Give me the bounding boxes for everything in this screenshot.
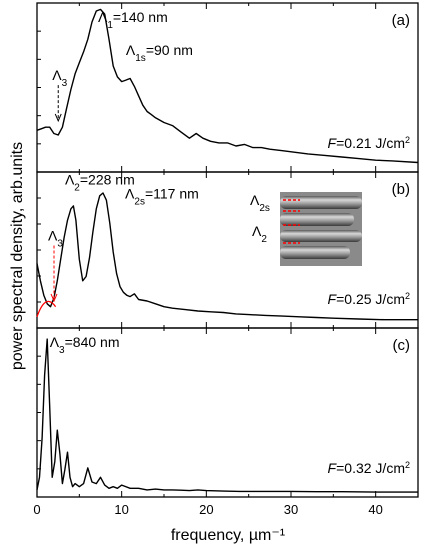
x-tick-label: 10 — [114, 502, 128, 517]
fluence-label: F=0.32 J/cm2 — [328, 460, 410, 476]
fluence-label: F=0.25 J/cm2 — [328, 291, 410, 307]
red-envelope — [36, 300, 57, 318]
spectrum-line — [36, 192, 418, 321]
peak-annotation: Λ2s=117 nm — [125, 186, 199, 208]
inset-label: Λ2 — [252, 223, 267, 245]
spectrum-line — [36, 8, 419, 164]
peak-annotation: Λ1=140 nm — [98, 9, 168, 31]
x-tick-label: 40 — [368, 502, 382, 517]
peak-annotation: Λ3 — [52, 67, 67, 89]
arrow-head — [54, 113, 62, 123]
panel-label: (b) — [392, 181, 410, 198]
inset-label: Λ2s — [250, 192, 270, 214]
peak-annotation: Λ2=228 nm — [65, 171, 135, 193]
x-tick-label: 30 — [284, 502, 298, 517]
peak-annotation: Λ3=840 nm — [50, 334, 120, 356]
y-axis-label: power spectral density, arb.units — [9, 142, 26, 370]
panel-label: (c) — [393, 337, 411, 354]
peak-annotation: Λ1s=90 nm — [126, 42, 193, 64]
x-tick-label: 20 — [199, 502, 213, 517]
panel-c: (c) F=0.32 J/cm2 Λ3=840 nm 0 10 20 30 40 — [33, 327, 419, 517]
fluence-label: F=0.21 J/cm2 — [328, 135, 410, 151]
peak-annotation: Λ3 — [48, 227, 63, 249]
panel-label: (a) — [392, 12, 410, 29]
sem-inset-image — [280, 192, 362, 266]
spectrum-line — [36, 338, 418, 493]
x-tick-label: 0 — [33, 502, 40, 517]
x-axis-label: frequency, µm⁻¹ — [171, 527, 285, 544]
arrow-head — [50, 293, 58, 303]
panel-a: (a) F=0.21 J/cm2 Λ1=140 nm Λ1s=90 nm Λ3 — [36, 2, 419, 173]
